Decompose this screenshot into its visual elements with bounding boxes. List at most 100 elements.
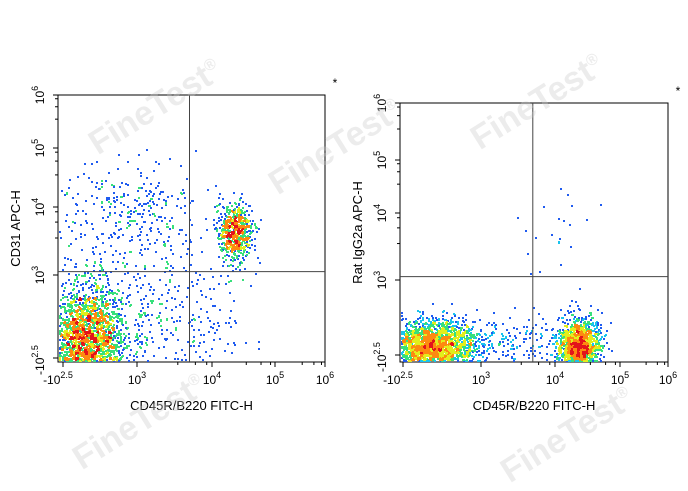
event-dot (117, 317, 119, 319)
event-dot (108, 347, 110, 349)
event-dot (213, 288, 215, 290)
event-dot (101, 315, 103, 317)
event-dot (121, 322, 123, 324)
event-dot (227, 219, 229, 221)
event-dot (193, 329, 195, 331)
event-dot (405, 358, 407, 360)
event-dot (425, 334, 427, 336)
event-dot (76, 321, 78, 323)
event-dot (181, 349, 183, 351)
event-dot (409, 331, 411, 333)
event-dot (109, 353, 111, 355)
event-dot (103, 314, 105, 316)
event-dot (172, 334, 174, 336)
event-dot (89, 277, 91, 279)
event-dot (408, 343, 410, 345)
event-dot (74, 304, 76, 306)
event-dot (114, 292, 116, 294)
event-dot (221, 243, 223, 245)
event-dot (60, 299, 62, 301)
event-dot (178, 233, 180, 235)
event-dot (451, 317, 453, 319)
event-dot (226, 254, 228, 256)
event-dot (258, 228, 260, 230)
event-dot (80, 233, 82, 235)
event-dot (68, 187, 70, 189)
event-dot (105, 344, 107, 346)
event-dot (103, 295, 105, 297)
event-dot (97, 312, 99, 314)
event-dot (120, 301, 122, 303)
event-dot (67, 322, 69, 324)
event-dot (93, 265, 95, 267)
event-dot (161, 294, 163, 296)
event-dot (128, 301, 130, 303)
event-dot (62, 348, 64, 350)
event-dot (109, 329, 111, 331)
event-dot (76, 338, 78, 340)
event-dot (150, 207, 152, 209)
event-dot (137, 291, 139, 293)
event-dot (231, 210, 233, 212)
event-dot (235, 268, 237, 270)
event-dot (192, 314, 194, 316)
event-dot (434, 328, 436, 330)
event-dot (223, 222, 225, 224)
event-dot (71, 312, 73, 314)
event-dot (78, 341, 80, 343)
event-dot (84, 321, 86, 323)
event-dot (69, 330, 71, 332)
event-dot (222, 257, 224, 259)
event-dot (154, 242, 156, 244)
event-dot (77, 210, 79, 212)
event-dot (450, 330, 452, 332)
event-dot (240, 214, 242, 216)
event-dot (83, 307, 85, 309)
event-dot (67, 359, 69, 361)
event-dot (165, 307, 167, 309)
event-dot (144, 248, 146, 250)
event-dot (108, 336, 110, 338)
event-dot (474, 343, 476, 345)
event-dot (404, 343, 406, 345)
event-dot (103, 325, 105, 327)
event-dot (106, 291, 108, 293)
event-dot (180, 165, 182, 167)
event-dot (201, 251, 203, 253)
event-dot (445, 319, 447, 321)
event-dot (443, 332, 445, 334)
event-dot (128, 337, 130, 339)
event-dot (405, 318, 407, 320)
event-dot (240, 246, 242, 248)
corner-asterisk: * (333, 76, 338, 90)
event-dot (201, 294, 203, 296)
event-dot (80, 315, 82, 317)
event-dot (242, 207, 244, 209)
event-dot (105, 334, 107, 336)
event-dot (166, 300, 168, 302)
event-dot (141, 244, 143, 246)
event-dot (120, 336, 122, 338)
event-dot (445, 336, 447, 338)
event-dot (414, 323, 416, 325)
event-dot (73, 300, 75, 302)
event-dot (133, 211, 135, 213)
event-dot (59, 325, 61, 327)
event-dot (420, 354, 422, 356)
event-dot (208, 331, 210, 333)
event-dot (246, 238, 248, 240)
event-dot (158, 322, 160, 324)
event-dot (414, 332, 416, 334)
event-dot (85, 360, 87, 362)
event-dot (73, 326, 75, 328)
event-dot (246, 221, 248, 223)
event-dot (121, 280, 123, 282)
event-dot (82, 210, 84, 212)
event-dot (79, 313, 81, 315)
event-dot (475, 337, 477, 339)
event-dot (113, 301, 115, 303)
event-dot (69, 179, 71, 181)
event-dot (75, 238, 77, 240)
event-dot (191, 281, 193, 283)
event-dot (460, 327, 462, 329)
